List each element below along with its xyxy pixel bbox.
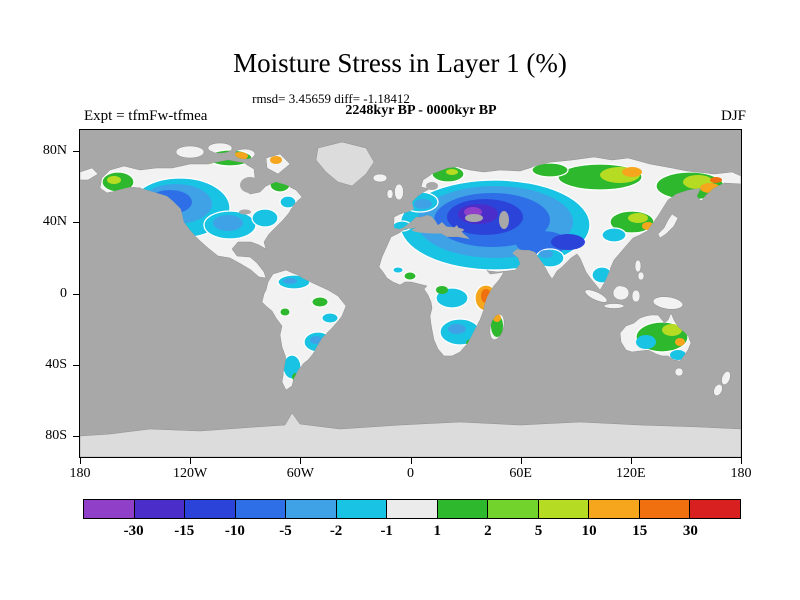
latitude-tick (73, 293, 79, 295)
colorbar-labels: -30 -15 -10 -5 -2 -1 1 2 5 10 15 30 (83, 523, 741, 541)
longitude-tick-label: 60W (286, 466, 314, 481)
landmass-iceland (372, 173, 388, 183)
colorbar-segment (185, 500, 236, 518)
landmass-chukotka-wrap (80, 167, 99, 181)
landmass-japan (657, 213, 679, 239)
colorbar-segment (437, 500, 489, 518)
colorbar-tick-label: 2 (484, 523, 492, 539)
colorbar-segment (589, 500, 640, 518)
longitude-tick (190, 458, 192, 464)
landmass-sumatra (584, 289, 608, 303)
landmass-java (603, 303, 625, 309)
longitude-tick-label: 0 (407, 466, 414, 481)
colorbar-segment (488, 500, 539, 518)
plot-title: Moisture Stress in Layer 1 (%) (233, 48, 567, 78)
colorbar-tick-label: 30 (682, 523, 698, 539)
colorbar-segment (387, 500, 438, 518)
colorbar-segment (336, 500, 388, 518)
latitude-tick (73, 435, 79, 437)
colorbar-tick-label: -10 (224, 523, 245, 539)
colorbar-tick-label: 1 (433, 523, 442, 539)
longitude-tick-label: 180 (69, 466, 91, 481)
longitude-tick (410, 458, 412, 464)
colorbar-tick-label: -2 (329, 523, 343, 539)
longitude-tick (300, 458, 302, 464)
landmass-sulawesi (631, 289, 641, 303)
longitude-tick-label: 60E (509, 466, 532, 481)
landmass-new-zealand (721, 371, 731, 385)
colorbar-segment (235, 500, 287, 518)
colorbar-segment (639, 500, 691, 518)
longitude-tick-label: 120E (616, 466, 646, 481)
experiment-label: Expt = tfmFw-tfmea (84, 108, 208, 124)
colorbar-tick-label: -30 (123, 523, 144, 539)
landmass-philippines (634, 259, 642, 273)
colorbar-segment (538, 500, 590, 518)
latitude-tick-label: 80N (42, 143, 67, 159)
colorbar-tick-label: -1 (380, 523, 393, 539)
colorbar-segment (690, 500, 740, 518)
season-label: DJF (720, 108, 746, 124)
world-map (80, 130, 741, 457)
landmass-greenland (315, 141, 375, 187)
longitude-tick (741, 458, 742, 464)
latitude-tick (73, 364, 79, 366)
latitude-axis: 80N 40N 0 40S 80S (0, 129, 79, 458)
latitude-tick-label: 40N (42, 214, 67, 230)
landmass-new-guinea (652, 296, 684, 310)
longitude-tick-label: 180 (730, 466, 752, 481)
longitude-tick (630, 458, 632, 464)
latitude-tick-label: 80S (45, 427, 67, 443)
landmass-ireland (386, 189, 394, 199)
longitude-axis: 180 120W 60W 0 60E 120E 180 (70, 458, 752, 486)
landmass-new-zealand (713, 384, 723, 396)
colorbar (83, 499, 741, 519)
colorbar-tick-label: -5 (279, 523, 292, 539)
colorbar-tick-label: 10 (581, 523, 597, 539)
map-frame (79, 129, 742, 458)
colorbar-segment (84, 500, 135, 518)
colorbar-segment (134, 500, 186, 518)
longitude-tick (520, 458, 522, 464)
landmass-antarctica (80, 412, 741, 457)
inland-seas (239, 177, 509, 234)
latitude-tick (73, 151, 79, 153)
landmass-borneo (612, 285, 630, 301)
landmass-tasmania (674, 367, 684, 377)
latitude-tick (73, 222, 79, 224)
landmass-britain (394, 183, 404, 201)
stats-line: rmsd= 3.45659 diff= -1.18412 (252, 91, 410, 106)
longitude-tick (80, 458, 81, 464)
latitude-tick-label: 40S (45, 356, 67, 372)
landmass-philippines (637, 271, 645, 281)
colorbar-segment (286, 500, 337, 518)
colorbar-tick-label: 15 (632, 523, 648, 539)
landmass-arctic-island (175, 145, 205, 159)
colorbar-tick-label: -15 (174, 523, 195, 539)
period-line: 2248kyr BP - 0000kyr BP (345, 103, 497, 118)
longitude-tick-label: 120W (173, 466, 208, 481)
colorbar-tick-label: 5 (534, 523, 543, 539)
latitude-tick-label: 0 (60, 285, 67, 301)
